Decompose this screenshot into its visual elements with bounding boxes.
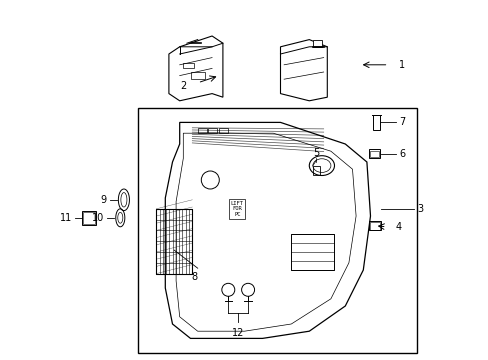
Bar [83, 212, 95, 224]
Bar [368, 149, 380, 158]
Text: 1: 1 [399, 60, 405, 70]
Bar [291, 234, 334, 270]
Bar [81, 211, 96, 225]
Bar [156, 209, 192, 274]
Bar [312, 166, 320, 175]
Text: 9: 9 [101, 195, 107, 205]
Bar [197, 128, 206, 133]
Text: 6: 6 [399, 149, 405, 159]
Text: 8: 8 [191, 272, 197, 282]
Text: 11: 11 [60, 213, 72, 223]
Bar [138, 108, 416, 353]
Text: 7: 7 [399, 117, 405, 127]
Text: LIFT
FOR
PC: LIFT FOR PC [230, 201, 244, 217]
Bar [373, 115, 379, 130]
Bar [208, 128, 217, 133]
Text: 3: 3 [416, 204, 423, 214]
Text: 4: 4 [395, 222, 401, 232]
Bar [219, 128, 228, 133]
Bar [183, 63, 194, 68]
Bar [369, 151, 378, 157]
Bar [312, 40, 321, 47]
Text: 10: 10 [92, 213, 104, 223]
Text: 5: 5 [313, 148, 319, 158]
Bar [368, 221, 381, 230]
Text: 2: 2 [180, 81, 186, 91]
Bar [369, 222, 379, 230]
Bar [190, 72, 204, 79]
Text: 12: 12 [232, 328, 244, 338]
